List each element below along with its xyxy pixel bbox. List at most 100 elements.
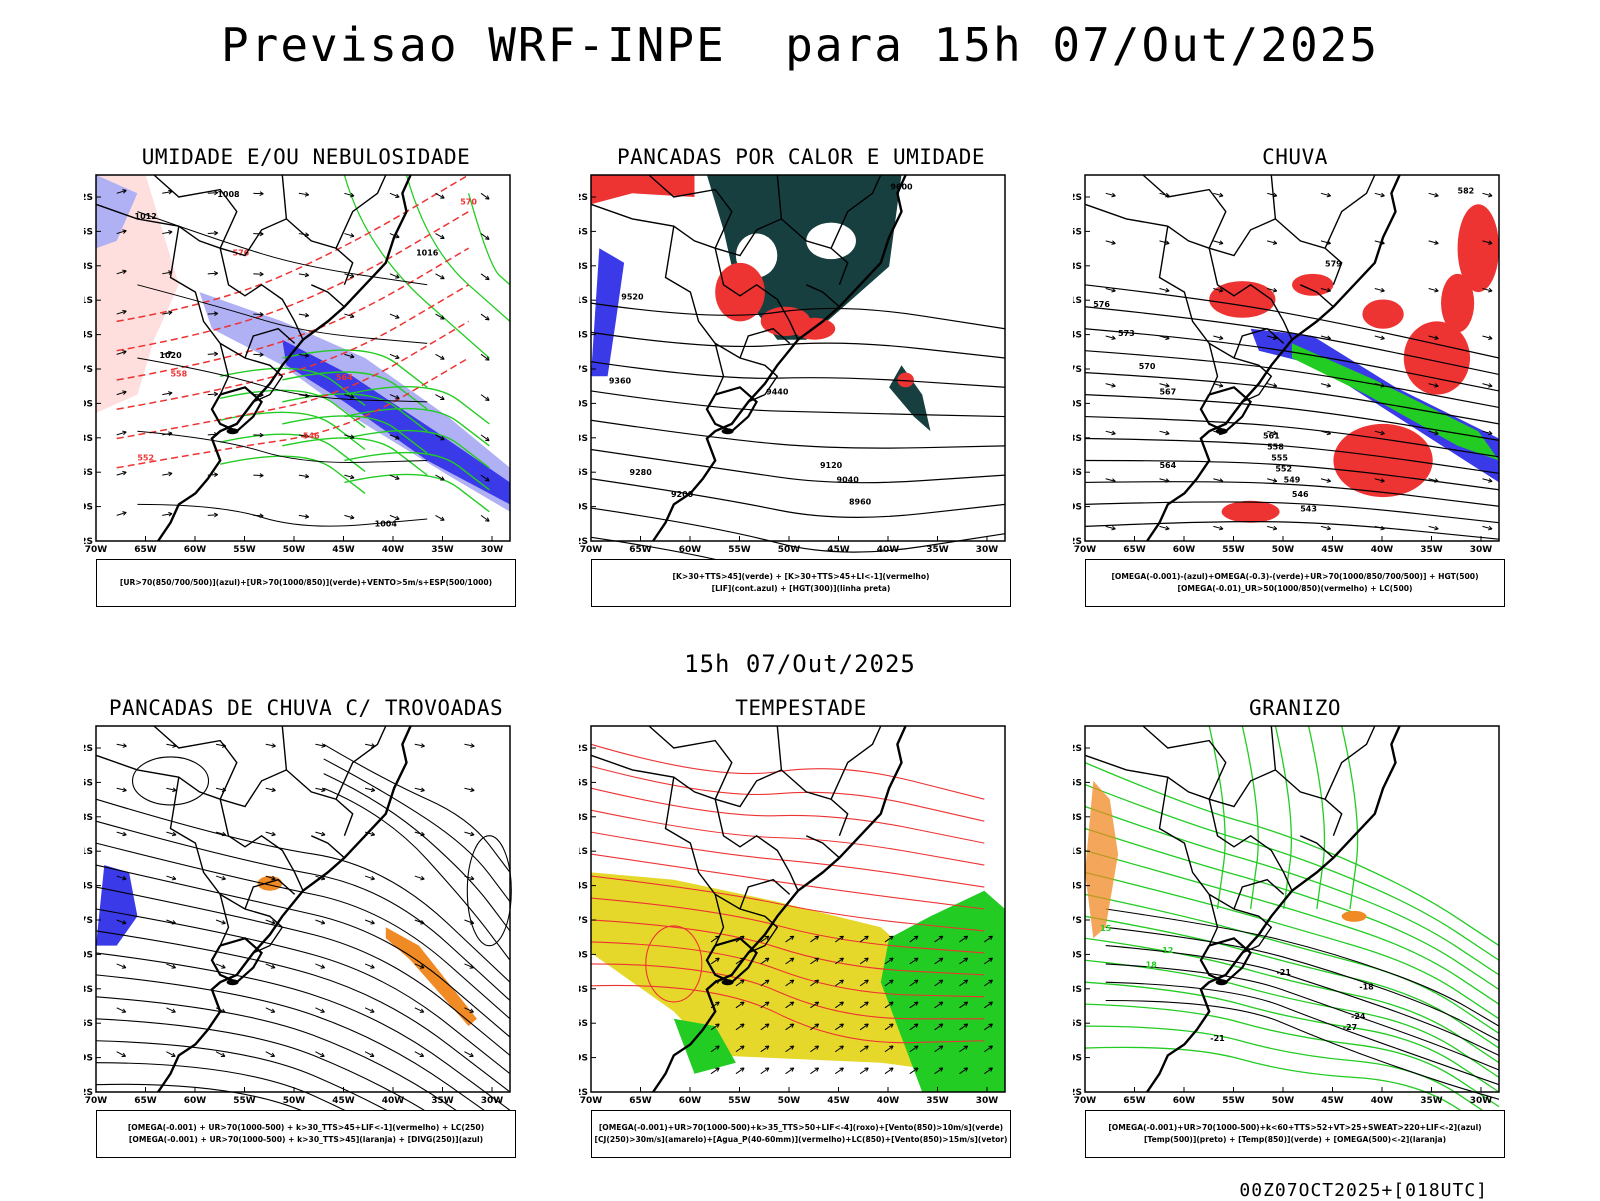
lon-label: 50W (778, 1096, 801, 1106)
lon-label: 70W (580, 545, 603, 555)
lon-label: 55W (1222, 545, 1245, 555)
lon-label: 50W (283, 545, 306, 555)
contour-label: 543 (1300, 505, 1317, 514)
map-pancadas-calor: 96009520944093609280920091209040896012S1… (579, 171, 1023, 561)
lat-label: 21S (84, 296, 93, 306)
lon-label: 55W (1222, 1096, 1245, 1106)
lon-label: 35W (1420, 1096, 1443, 1106)
contour-label: 546 (303, 432, 320, 441)
lon-label: 60W (1173, 1096, 1196, 1106)
lon-label: 40W (877, 1096, 900, 1106)
contour-label: -21 (1276, 968, 1291, 977)
contour-label: -27 (1343, 1023, 1357, 1032)
lon-label: 60W (184, 1096, 207, 1106)
lat-label: 36S (1073, 468, 1082, 478)
lat-label: 39S (1073, 1054, 1082, 1064)
lat-label: 33S (84, 434, 93, 444)
lon-label: 40W (877, 545, 900, 555)
lon-label: 45W (332, 1096, 355, 1106)
lon-label: 45W (1321, 1096, 1344, 1106)
lat-label: 24S (84, 882, 93, 892)
lon-label: 50W (1272, 545, 1295, 555)
lat-label: 21S (579, 296, 588, 306)
panel-legend: [OMEGA(-0.001) + UR>70(1000-500) + k>30_… (96, 1110, 516, 1158)
lat-label: 24S (579, 331, 588, 341)
contour-label: 12 (1162, 946, 1173, 955)
contour-label: 576 (1093, 300, 1110, 309)
contour-label: 18 (1146, 961, 1158, 970)
panel-legend: [OMEGA(-0.001)+UR>70(1000-500)+k<60+TTS>… (1085, 1110, 1505, 1158)
lat-label: 30S (579, 399, 588, 409)
lat-label: 15S (84, 227, 93, 237)
lat-label: 12S (1073, 193, 1082, 203)
lat-label: 12S (84, 744, 93, 754)
legend-line: [OMEGA(-0.001)+UR>70(1000-500)+k<60+TTS>… (1086, 1122, 1504, 1134)
map-chuva: 5825795765735705675645615585555525495465… (1073, 171, 1517, 561)
panel-legend: [UR>70(850/700/500)](azul)+[UR>70(1000/8… (96, 559, 516, 607)
forecast-time-title: 15h 07/Out/2025 (0, 650, 1600, 678)
contour-label: -21 (1210, 1034, 1225, 1043)
lon-label: 40W (1371, 1096, 1394, 1106)
lat-label: 24S (84, 331, 93, 341)
panel-title: PANCADAS DE CHUVA C/ TROVOADAS (84, 696, 528, 720)
lat-label: 15S (579, 778, 588, 788)
lat-label: 30S (1073, 399, 1082, 409)
panel-granizo: GRANIZO -21-24-27-18-2115121812S15S18S21… (1073, 696, 1517, 1176)
rain-area (1362, 299, 1403, 328)
map-granizo: -21-24-27-18-2115121812S15S18S21S24S27S3… (1073, 722, 1517, 1112)
contour-label: 570 (1139, 362, 1156, 371)
panel-tempestade: TEMPESTADE 12S15S18S21S24S27S30S33S36S39… (579, 696, 1023, 1176)
lon-label: 70W (580, 1096, 603, 1106)
lon-label: 70W (85, 1096, 108, 1106)
contour-label: 564 (336, 373, 353, 382)
lat-label: 15S (1073, 227, 1082, 237)
lon-label: 35W (926, 545, 949, 555)
lon-label: 35W (1420, 545, 1443, 555)
lat-label: 39S (1073, 503, 1082, 513)
contour-label: 549 (1284, 475, 1301, 484)
map-umidade: 1008101210161020100457657056455855254612… (84, 171, 528, 561)
legend-line: [CJ(250)>30m/s](amarelo)+[Agua_P(40-60mm… (592, 1134, 1010, 1146)
panel-trovoadas: PANCADAS DE CHUVA C/ TROVOADAS 12S15S18S… (84, 696, 528, 1176)
lon-label: 30W (481, 1096, 504, 1106)
contour-label: 570 (460, 197, 477, 206)
lat-label: 33S (84, 985, 93, 995)
lat-label: 27S (579, 916, 588, 926)
lon-label: 65W (134, 1096, 157, 1106)
lat-label: 36S (579, 1019, 588, 1029)
contour-label: 552 (137, 453, 154, 462)
contour-label: 564 (1159, 461, 1176, 470)
lon-label: 70W (1074, 1096, 1097, 1106)
contour-label: 9520 (621, 292, 644, 301)
contour-label: 8960 (849, 497, 872, 506)
lat-label: 30S (84, 399, 93, 409)
lon-label: 30W (1470, 545, 1493, 555)
lat-label: 27S (84, 916, 93, 926)
lat-label: 12S (579, 193, 588, 203)
lon-label: 65W (134, 545, 157, 555)
lon-label: 30W (976, 1096, 999, 1106)
lat-label: 30S (579, 950, 588, 960)
lat-label: 21S (1073, 847, 1082, 857)
lat-label: 39S (579, 503, 588, 513)
lat-label: 18S (1073, 813, 1082, 823)
lat-label: 21S (1073, 296, 1082, 306)
legend-line: [OMEGA(-0.001) + UR>70(1000-500) + k>30_… (97, 1122, 515, 1134)
lat-label: 18S (579, 262, 588, 272)
lat-label: 12S (1073, 744, 1082, 754)
legend-line: [Temp(500)](preto) + [Temp(850)](verde) … (1086, 1134, 1504, 1146)
lat-label: 27S (579, 365, 588, 375)
panel-legend: [K>30+TTS>45](verde) + [K>30+TTS>45+LI<-… (591, 559, 1011, 607)
lat-label: 24S (579, 882, 588, 892)
lat-label: 27S (84, 365, 93, 375)
omega-orange (1342, 911, 1367, 922)
lat-label: 39S (84, 503, 93, 513)
lon-label: 30W (481, 545, 504, 555)
lon-label: 50W (1272, 1096, 1295, 1106)
rain-area (1441, 274, 1474, 333)
lat-label: 33S (579, 434, 588, 444)
main-title: Previsao WRF-INPE para 15h 07/Out/2025 (0, 18, 1600, 72)
